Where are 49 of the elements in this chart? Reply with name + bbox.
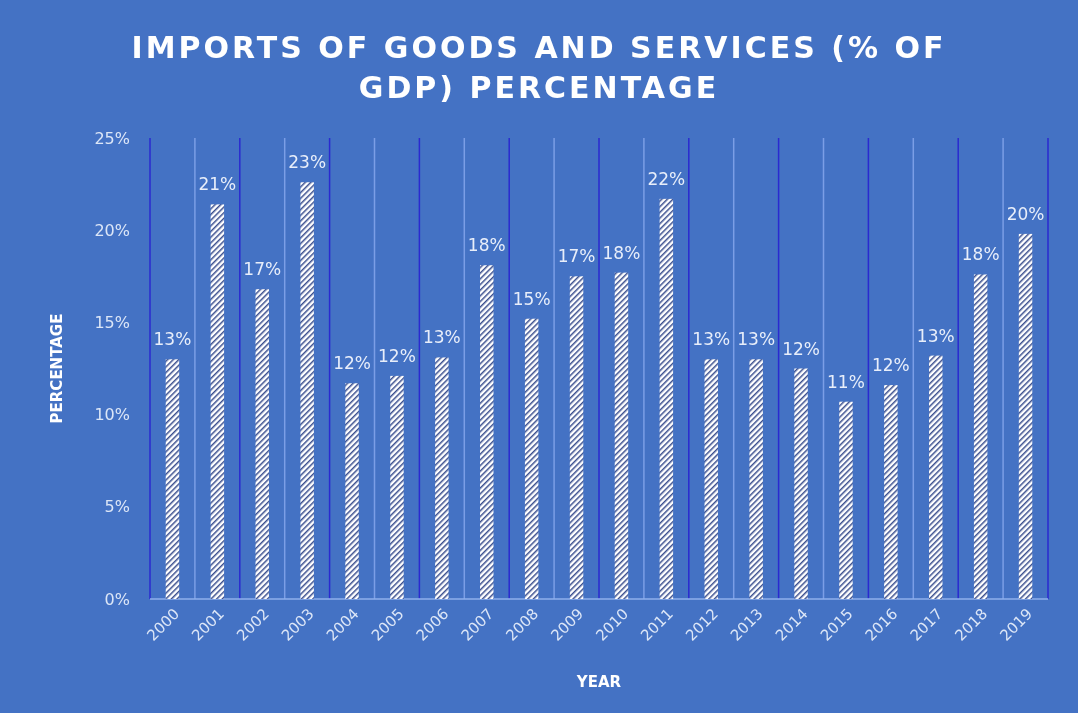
bar (973, 274, 988, 599)
bar (390, 375, 404, 599)
bar (524, 318, 539, 599)
x-axis-title: YEAR (575, 673, 622, 691)
bar (435, 357, 449, 599)
y-axis-title: PERCENTAGE (48, 313, 66, 424)
data-label: 13% (737, 329, 776, 350)
y-tick-label: 0% (104, 589, 130, 609)
data-label: 23% (288, 152, 327, 173)
bar (569, 276, 584, 599)
bar (704, 359, 718, 599)
bar (614, 272, 629, 599)
y-tick-label: 20% (94, 220, 130, 240)
y-tick-label: 5% (104, 497, 130, 517)
data-label: 12% (333, 353, 371, 374)
bar (794, 368, 808, 599)
data-label: 17% (243, 259, 282, 280)
data-label: 13% (692, 329, 731, 350)
data-label: 12% (782, 338, 820, 359)
y-tick-label: 25% (94, 128, 130, 148)
bar (929, 355, 943, 599)
bar (839, 401, 853, 599)
y-tick-label: 15% (94, 313, 130, 332)
data-label: 18% (961, 244, 1000, 265)
bar (884, 385, 898, 599)
data-label: 11% (827, 371, 865, 392)
bar (480, 265, 494, 599)
bar (165, 359, 180, 599)
bar (1018, 233, 1033, 599)
bar (659, 198, 674, 599)
y-tick-label: 10% (94, 405, 130, 425)
bar (749, 359, 763, 599)
bar (210, 204, 225, 599)
data-label: 13% (153, 329, 192, 350)
data-label: 13% (916, 325, 955, 346)
data-label: 21% (198, 174, 237, 195)
data-label: 18% (602, 242, 641, 263)
bar (255, 289, 269, 599)
data-label: 12% (871, 355, 910, 376)
data-label: 12% (378, 345, 416, 366)
data-label: 22% (647, 168, 686, 189)
data-label: 13% (422, 327, 461, 348)
data-label: 17% (557, 246, 596, 267)
bar (345, 383, 359, 599)
bar (300, 182, 314, 599)
data-label: 20% (1006, 203, 1045, 224)
data-label: 15% (512, 288, 551, 309)
chart-title: IMPORTS OF GOODS AND SERVICES (% OF GDP) PERCENTAGE (131, 30, 947, 105)
data-label: 18% (467, 235, 506, 256)
